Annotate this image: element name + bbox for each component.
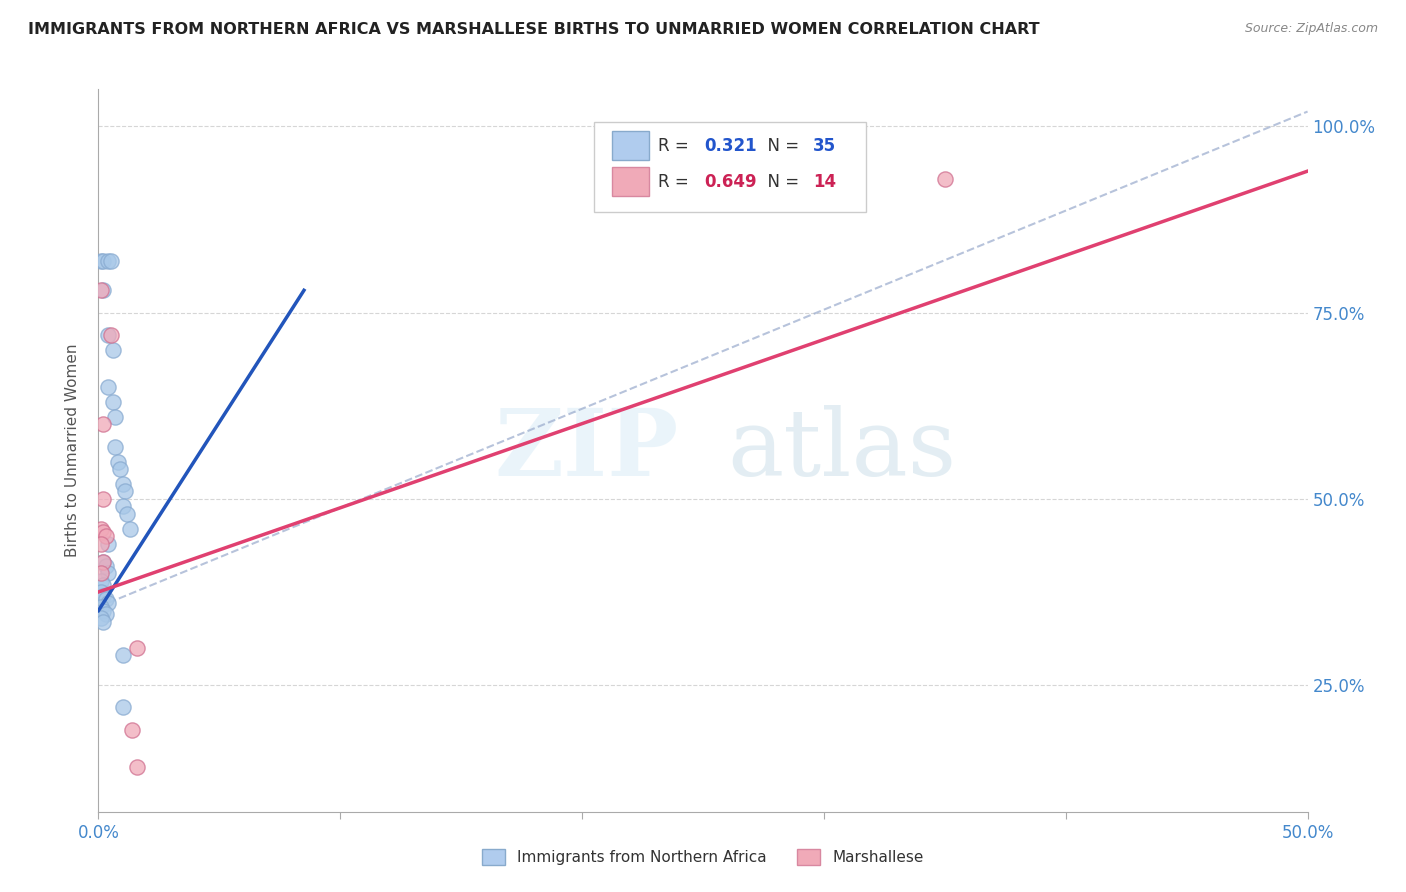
Point — [114, 484, 136, 499]
Point — [90, 253, 112, 268]
Point — [100, 253, 122, 268]
Point — [101, 395, 124, 409]
Point — [127, 640, 149, 655]
Point — [107, 455, 129, 469]
Point — [100, 328, 122, 343]
Point — [90, 574, 112, 588]
Point — [90, 599, 112, 614]
Point — [97, 536, 120, 550]
Point — [90, 585, 112, 599]
Point — [90, 283, 112, 297]
Text: 35: 35 — [813, 136, 837, 154]
Point — [111, 500, 134, 514]
Point — [90, 536, 112, 550]
Point — [91, 555, 114, 569]
Legend: Immigrants from Northern Africa, Marshallese: Immigrants from Northern Africa, Marshal… — [477, 843, 929, 871]
Text: Source: ZipAtlas.com: Source: ZipAtlas.com — [1244, 22, 1378, 36]
Point — [111, 700, 134, 714]
Point — [91, 491, 114, 506]
Point — [97, 566, 120, 581]
Point — [104, 440, 127, 454]
Text: atlas: atlas — [727, 406, 956, 495]
Point — [91, 589, 114, 603]
Point — [91, 577, 114, 591]
Y-axis label: Births to Unmarried Women: Births to Unmarried Women — [65, 343, 80, 558]
Point — [94, 592, 117, 607]
Point — [104, 409, 127, 424]
Point — [90, 611, 112, 625]
Point — [90, 522, 112, 536]
Point — [91, 253, 114, 268]
Point — [97, 596, 120, 610]
Point — [91, 525, 114, 540]
Point — [91, 283, 114, 297]
Point — [111, 477, 134, 491]
Point — [127, 760, 149, 774]
Text: N =: N = — [758, 136, 804, 154]
Point — [94, 529, 117, 543]
Text: R =: R = — [658, 136, 695, 154]
Point — [91, 417, 114, 432]
Text: ZIP: ZIP — [495, 406, 679, 495]
Point — [117, 507, 139, 521]
Point — [97, 380, 120, 394]
Point — [94, 558, 117, 573]
Point — [111, 648, 134, 663]
Point — [97, 253, 120, 268]
Text: 0.321: 0.321 — [704, 136, 756, 154]
Text: 0.649: 0.649 — [704, 173, 756, 191]
Point — [934, 171, 956, 186]
Point — [91, 615, 114, 629]
Point — [101, 343, 124, 357]
Text: IMMIGRANTS FROM NORTHERN AFRICA VS MARSHALLESE BIRTHS TO UNMARRIED WOMEN CORRELA: IMMIGRANTS FROM NORTHERN AFRICA VS MARSH… — [28, 22, 1040, 37]
Point — [118, 522, 141, 536]
Point — [97, 328, 120, 343]
Text: R =: R = — [658, 173, 695, 191]
Text: N =: N = — [758, 173, 804, 191]
FancyBboxPatch shape — [613, 131, 648, 160]
Point — [94, 607, 117, 622]
FancyBboxPatch shape — [613, 167, 648, 196]
Text: 14: 14 — [813, 173, 837, 191]
Point — [90, 566, 112, 581]
Point — [121, 723, 143, 737]
Point — [91, 555, 114, 569]
Point — [91, 604, 114, 618]
Point — [108, 462, 131, 476]
FancyBboxPatch shape — [595, 121, 866, 212]
